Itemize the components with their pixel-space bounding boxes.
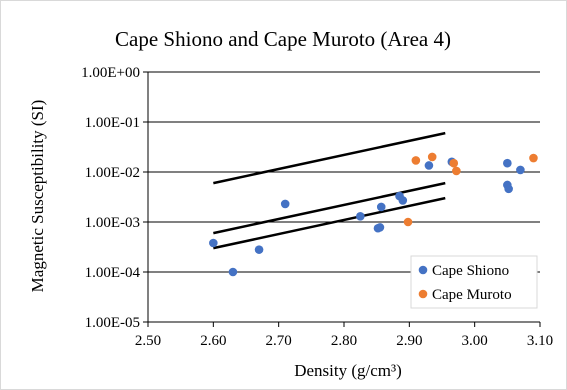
x-tick-label: 3.10 — [527, 333, 553, 349]
y-tick-label: 1.00E+00 — [81, 65, 140, 81]
cape-shiono-point — [280, 199, 290, 209]
y-axis-label: Magnetic Susceptibility (SI) — [28, 100, 47, 293]
x-tick-label: 2.60 — [200, 333, 226, 349]
cape-shiono-point — [376, 202, 386, 212]
y-tick-label: 1.00E-01 — [85, 115, 140, 131]
cape-shiono-point — [503, 158, 512, 168]
y-tick-labels: 1.00E-05 1.00E-04 1.00E-03 1.00E-02 1.00E-01… — [81, 65, 140, 331]
x-tick-label: 2.70 — [266, 333, 292, 349]
x-tick-label: 2.50 — [135, 333, 161, 349]
cape-muroto-point — [427, 152, 437, 162]
cape-muroto-point — [449, 158, 459, 168]
cape-muroto-point — [529, 153, 538, 163]
cape-shiono-point — [254, 245, 264, 254]
axes — [147, 72, 541, 327]
cape-shiono-point — [375, 223, 385, 232]
data-points — [209, 152, 538, 277]
y-tick-label: 1.00E-05 — [85, 315, 140, 331]
cape-muroto-point — [403, 217, 413, 227]
cape-shiono-point — [398, 196, 408, 205]
reference-line — [213, 196, 446, 250]
x-tick-label: 2.80 — [331, 333, 357, 349]
legend-label-cape-muroto: Cape Muroto — [432, 287, 512, 303]
legend-marker-cape-muroto — [418, 289, 428, 299]
chart-title: Cape Shiono and Cape Muroto (Area 4) — [115, 27, 451, 51]
reference-line — [213, 131, 446, 185]
cape-muroto-point — [452, 166, 461, 176]
legend-marker-cape-shiono — [418, 265, 428, 275]
cape-shiono-point — [228, 267, 238, 277]
y-tick-label: 1.00E-03 — [85, 215, 140, 231]
cape-shiono-point — [424, 161, 434, 170]
legend-box — [410, 255, 538, 309]
cape-shiono-point — [504, 184, 513, 194]
legend: Cape Shiono Cape Muroto — [410, 255, 538, 309]
x-tick-labels: 2.50 2.60 2.70 2.80 2.90 3.00 3.10 — [135, 333, 553, 349]
y-tick-label: 1.00E-02 — [85, 165, 140, 181]
cape-shiono-point — [516, 165, 525, 175]
y-tick-label: 1.00E-04 — [85, 265, 141, 281]
cape-shiono-point — [209, 238, 218, 248]
legend-label-cape-shiono: Cape Shiono — [432, 263, 509, 279]
x-axis-label: Density (g/cm³) — [294, 361, 402, 380]
reference-line — [213, 181, 446, 235]
x-tick-label: 3.00 — [462, 333, 488, 349]
cape-muroto-point — [411, 156, 421, 165]
reference-lines — [213, 131, 446, 250]
x-tick-label: 2.90 — [396, 333, 422, 349]
cape-shiono-point — [356, 212, 365, 221]
